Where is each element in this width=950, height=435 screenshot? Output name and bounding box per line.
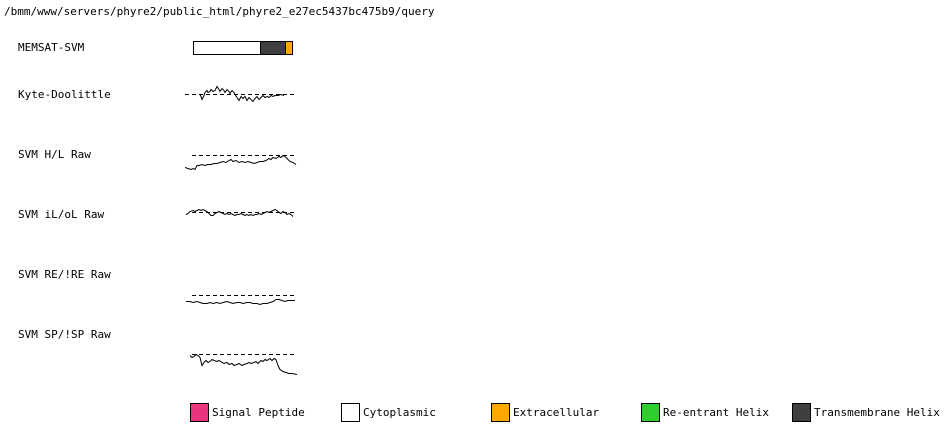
svm-sp-raw-plot — [185, 342, 300, 388]
transmembrane-helix-swatch — [792, 403, 811, 422]
svm-sp-raw-svg — [189, 353, 298, 375]
svm-hl-raw-plot — [184, 143, 300, 189]
svm-re-raw-svg — [186, 295, 295, 306]
legend-label-re-entrant-helix: Re-entrant Helix — [663, 406, 769, 419]
legend-label-transmembrane-helix: Transmembrane Helix — [814, 406, 940, 419]
data-curve — [185, 208, 294, 217]
legend-item-transmembrane-helix: Transmembrane Helix — [792, 403, 940, 422]
legend-label-signal-peptide: Signal Peptide — [212, 406, 305, 419]
legend-item-re-entrant-helix: Re-entrant Helix — [641, 403, 769, 422]
re-entrant-helix-swatch — [641, 403, 660, 422]
legend-item-signal-peptide: Signal Peptide — [190, 403, 305, 422]
legend-item-cytoplasmic: Cytoplasmic — [341, 403, 436, 422]
data-curve — [186, 299, 295, 306]
row-label-svm-sp-raw: SVM SP/!SP Raw — [18, 328, 111, 341]
row-label-memsat-svm: MEMSAT-SVM — [18, 41, 85, 54]
bar-segment-transmembrane-helix — [260, 42, 285, 54]
extracellular-swatch — [491, 403, 510, 422]
bar-segment-cytoplasmic — [194, 42, 260, 54]
cytoplasmic-swatch — [341, 403, 360, 422]
legend: Signal Peptide Cytoplasmic Extracellular… — [0, 400, 950, 428]
legend-label-cytoplasmic: Cytoplasmic — [363, 406, 436, 419]
row-label-svm-re-raw: SVM RE/!RE Raw — [18, 268, 111, 281]
data-curve — [189, 353, 298, 375]
svm-il-ol-raw-plot — [185, 200, 300, 246]
svm-il-ol-raw-svg — [185, 208, 295, 217]
memsat-svm-region-bar — [193, 41, 293, 55]
kyte-doolittle-plot — [185, 82, 300, 128]
file-path-title: /bmm/www/servers/phyre2/public_html/phyr… — [4, 5, 435, 18]
row-label-kyte-doolittle: Kyte-Doolittle — [18, 88, 111, 101]
signal-peptide-swatch — [190, 403, 209, 422]
legend-item-extracellular: Extracellular — [491, 403, 599, 422]
row-label-svm-il-ol-raw: SVM iL/oL Raw — [18, 208, 105, 221]
bar-segment-extracellular — [285, 42, 292, 54]
kyte-doolittle-svg — [185, 85, 297, 103]
svm-hl-raw-svg — [184, 154, 297, 171]
row-label-svm-hl-raw: SVM H/L Raw — [18, 148, 91, 161]
data-curve — [199, 85, 285, 103]
data-curve — [184, 154, 297, 171]
svm-re-raw-plot — [185, 283, 300, 329]
legend-label-extracellular: Extracellular — [513, 406, 600, 419]
